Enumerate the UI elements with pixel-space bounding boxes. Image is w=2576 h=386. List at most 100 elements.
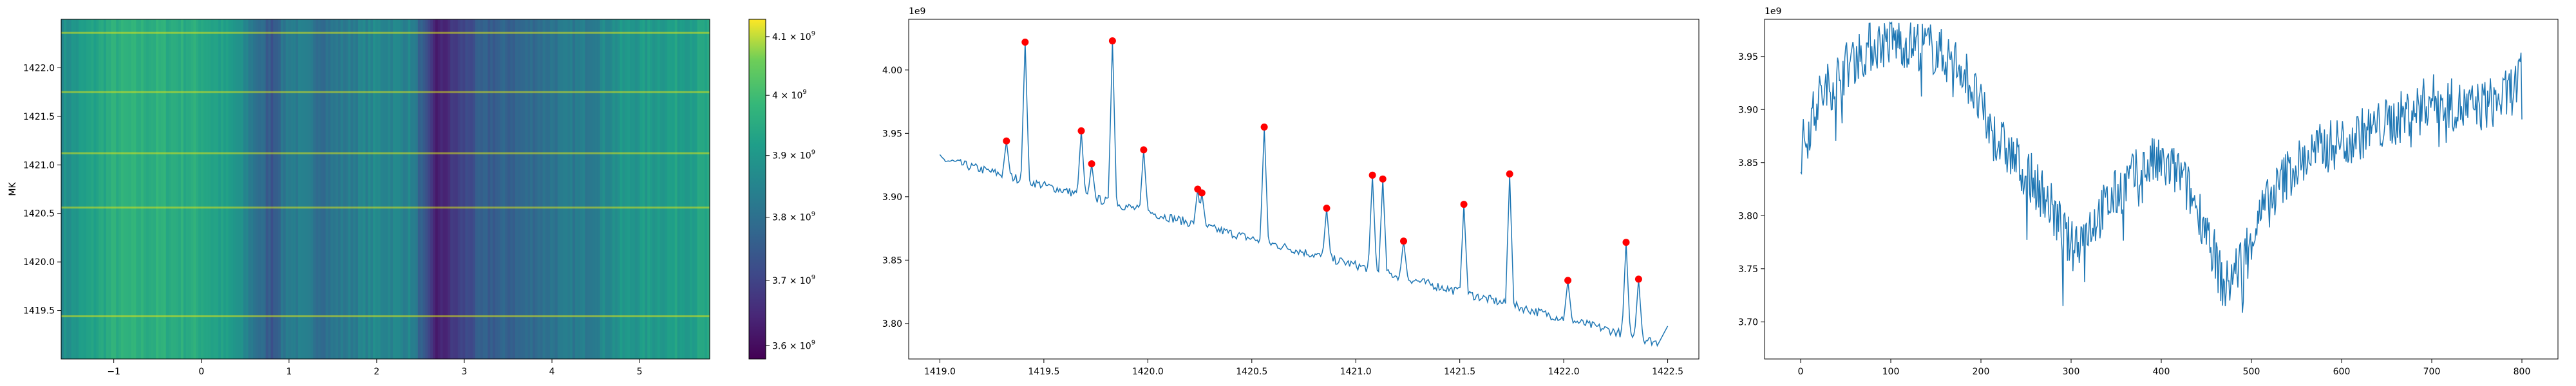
peaks-x-tick-label: 1422.0	[1548, 367, 1580, 377]
heatmap-column	[136, 19, 139, 359]
heatmap-column	[705, 19, 708, 359]
heatmap-column	[357, 19, 361, 359]
heatmap-column	[637, 19, 641, 359]
heatmap-column	[525, 19, 528, 359]
peaks-line-panel: 1419.0 1419.5 1420.0 1420.5 1421.0 1421.5 1422…	[882, 6, 1700, 377]
heatmap-column	[594, 19, 598, 359]
heatmap-column	[345, 19, 348, 359]
heatmap-column	[285, 19, 289, 359]
peaks-y-ticks: 3.80 3.85 3.90 3.95 4.00	[882, 66, 909, 329]
heatmap-column	[473, 19, 476, 359]
heatmap-column	[535, 19, 538, 359]
peaks-plot-area	[939, 37, 1669, 347]
heatmap-column	[390, 19, 393, 359]
heatmap-column	[103, 19, 107, 359]
heatmap-column	[413, 19, 416, 359]
heatmap-column	[607, 19, 611, 359]
heatmap-column	[570, 19, 573, 359]
heatmap-column	[475, 19, 478, 359]
heatmap-column	[687, 19, 690, 359]
heatmap-column	[632, 19, 636, 359]
heatmap-column	[63, 19, 67, 359]
heatmap-column	[602, 19, 605, 359]
heatmap-column	[682, 19, 685, 359]
heatmap-column	[320, 19, 324, 359]
heatmap-column	[385, 19, 388, 359]
heatmap-column	[679, 19, 683, 359]
heatmap-column	[337, 19, 341, 359]
heatmap-column	[517, 19, 521, 359]
heatmap-column	[554, 19, 558, 359]
heatmap-column	[630, 19, 633, 359]
heatmap-column	[278, 19, 281, 359]
heatmap-column	[198, 19, 202, 359]
peak-marker	[1021, 39, 1029, 46]
peaks-x-tick-label: 1420.5	[1236, 367, 1267, 377]
heatmap-column	[365, 19, 368, 359]
series-y-tick-label: 3.90	[1738, 105, 1758, 115]
heatmap-column	[560, 19, 564, 359]
heatmap-column	[497, 19, 501, 359]
heatmap-column	[380, 19, 384, 359]
heatmap-column	[86, 19, 90, 359]
heatmap-column	[400, 19, 404, 359]
heatmap-column	[106, 19, 109, 359]
heatmap-column	[430, 19, 433, 359]
heatmap-y-label: MK	[8, 182, 18, 196]
series-x-tick-label: 200	[1973, 367, 1990, 377]
heatmap-column	[507, 19, 511, 359]
heatmap-column	[547, 19, 551, 359]
heatmap-column	[328, 19, 331, 359]
heatmap-column	[388, 19, 391, 359]
heatmap-column	[540, 19, 544, 359]
heatmap-column	[422, 19, 426, 359]
heatmap-column	[405, 19, 408, 359]
heatmap-column	[138, 19, 142, 359]
heatmap-column	[300, 19, 304, 359]
heatmap-column	[500, 19, 504, 359]
heatmap-column	[590, 19, 593, 359]
heatmap-column	[270, 19, 274, 359]
heatmap-column	[527, 19, 531, 359]
series-line-panel: 0 100 200 300 400 500 600 700 800 3.703.753.803.…	[1738, 6, 2559, 377]
heatmap-column	[208, 19, 211, 359]
heatmap-column	[223, 19, 227, 359]
colorbar-gradient	[749, 19, 766, 359]
heatmap-column	[185, 19, 189, 359]
heatmap-panel: −1 0 1 2 3 4 5 1419.51420.01420.51421.01421.51…	[8, 19, 710, 377]
heatmap-column	[533, 19, 536, 359]
heatmap-column	[625, 19, 628, 359]
peaks-x-tick-label: 1422.5	[1652, 367, 1683, 377]
heatmap-column	[652, 19, 656, 359]
heatmap-column	[203, 19, 207, 359]
heatmap-column	[468, 19, 471, 359]
peak-marker	[1506, 170, 1513, 178]
heatmap-column	[662, 19, 665, 359]
heatmap-column	[510, 19, 513, 359]
heatmap-column	[665, 19, 668, 359]
colorbar-tick-label: 3.8 × 109	[772, 211, 815, 223]
heatmap-column	[276, 19, 279, 359]
heatmap-column	[580, 19, 583, 359]
peak-marker	[1368, 171, 1376, 179]
series-x-tick-label: 0	[1798, 367, 1804, 377]
heatmap-column	[674, 19, 678, 359]
heatmap-column	[153, 19, 156, 359]
peak-marker	[1323, 205, 1331, 212]
heatmap-column	[488, 19, 491, 359]
heatmap-column	[600, 19, 603, 359]
heatmap-column	[348, 19, 351, 359]
heatmap-column	[610, 19, 613, 359]
heatmap-column	[330, 19, 334, 359]
heatmap-column	[293, 19, 296, 359]
heatmap-column	[100, 19, 104, 359]
series-y-tick-label: 3.95	[1738, 52, 1758, 62]
heatmap-column	[99, 19, 102, 359]
heatmap-column	[303, 19, 307, 359]
heatmap-column	[420, 19, 424, 359]
heatmap-column	[280, 19, 284, 359]
series-y-tick-label: 3.75	[1738, 264, 1758, 275]
heatmap-column	[168, 19, 172, 359]
heatmap-column	[642, 19, 645, 359]
heatmap-column	[645, 19, 648, 359]
